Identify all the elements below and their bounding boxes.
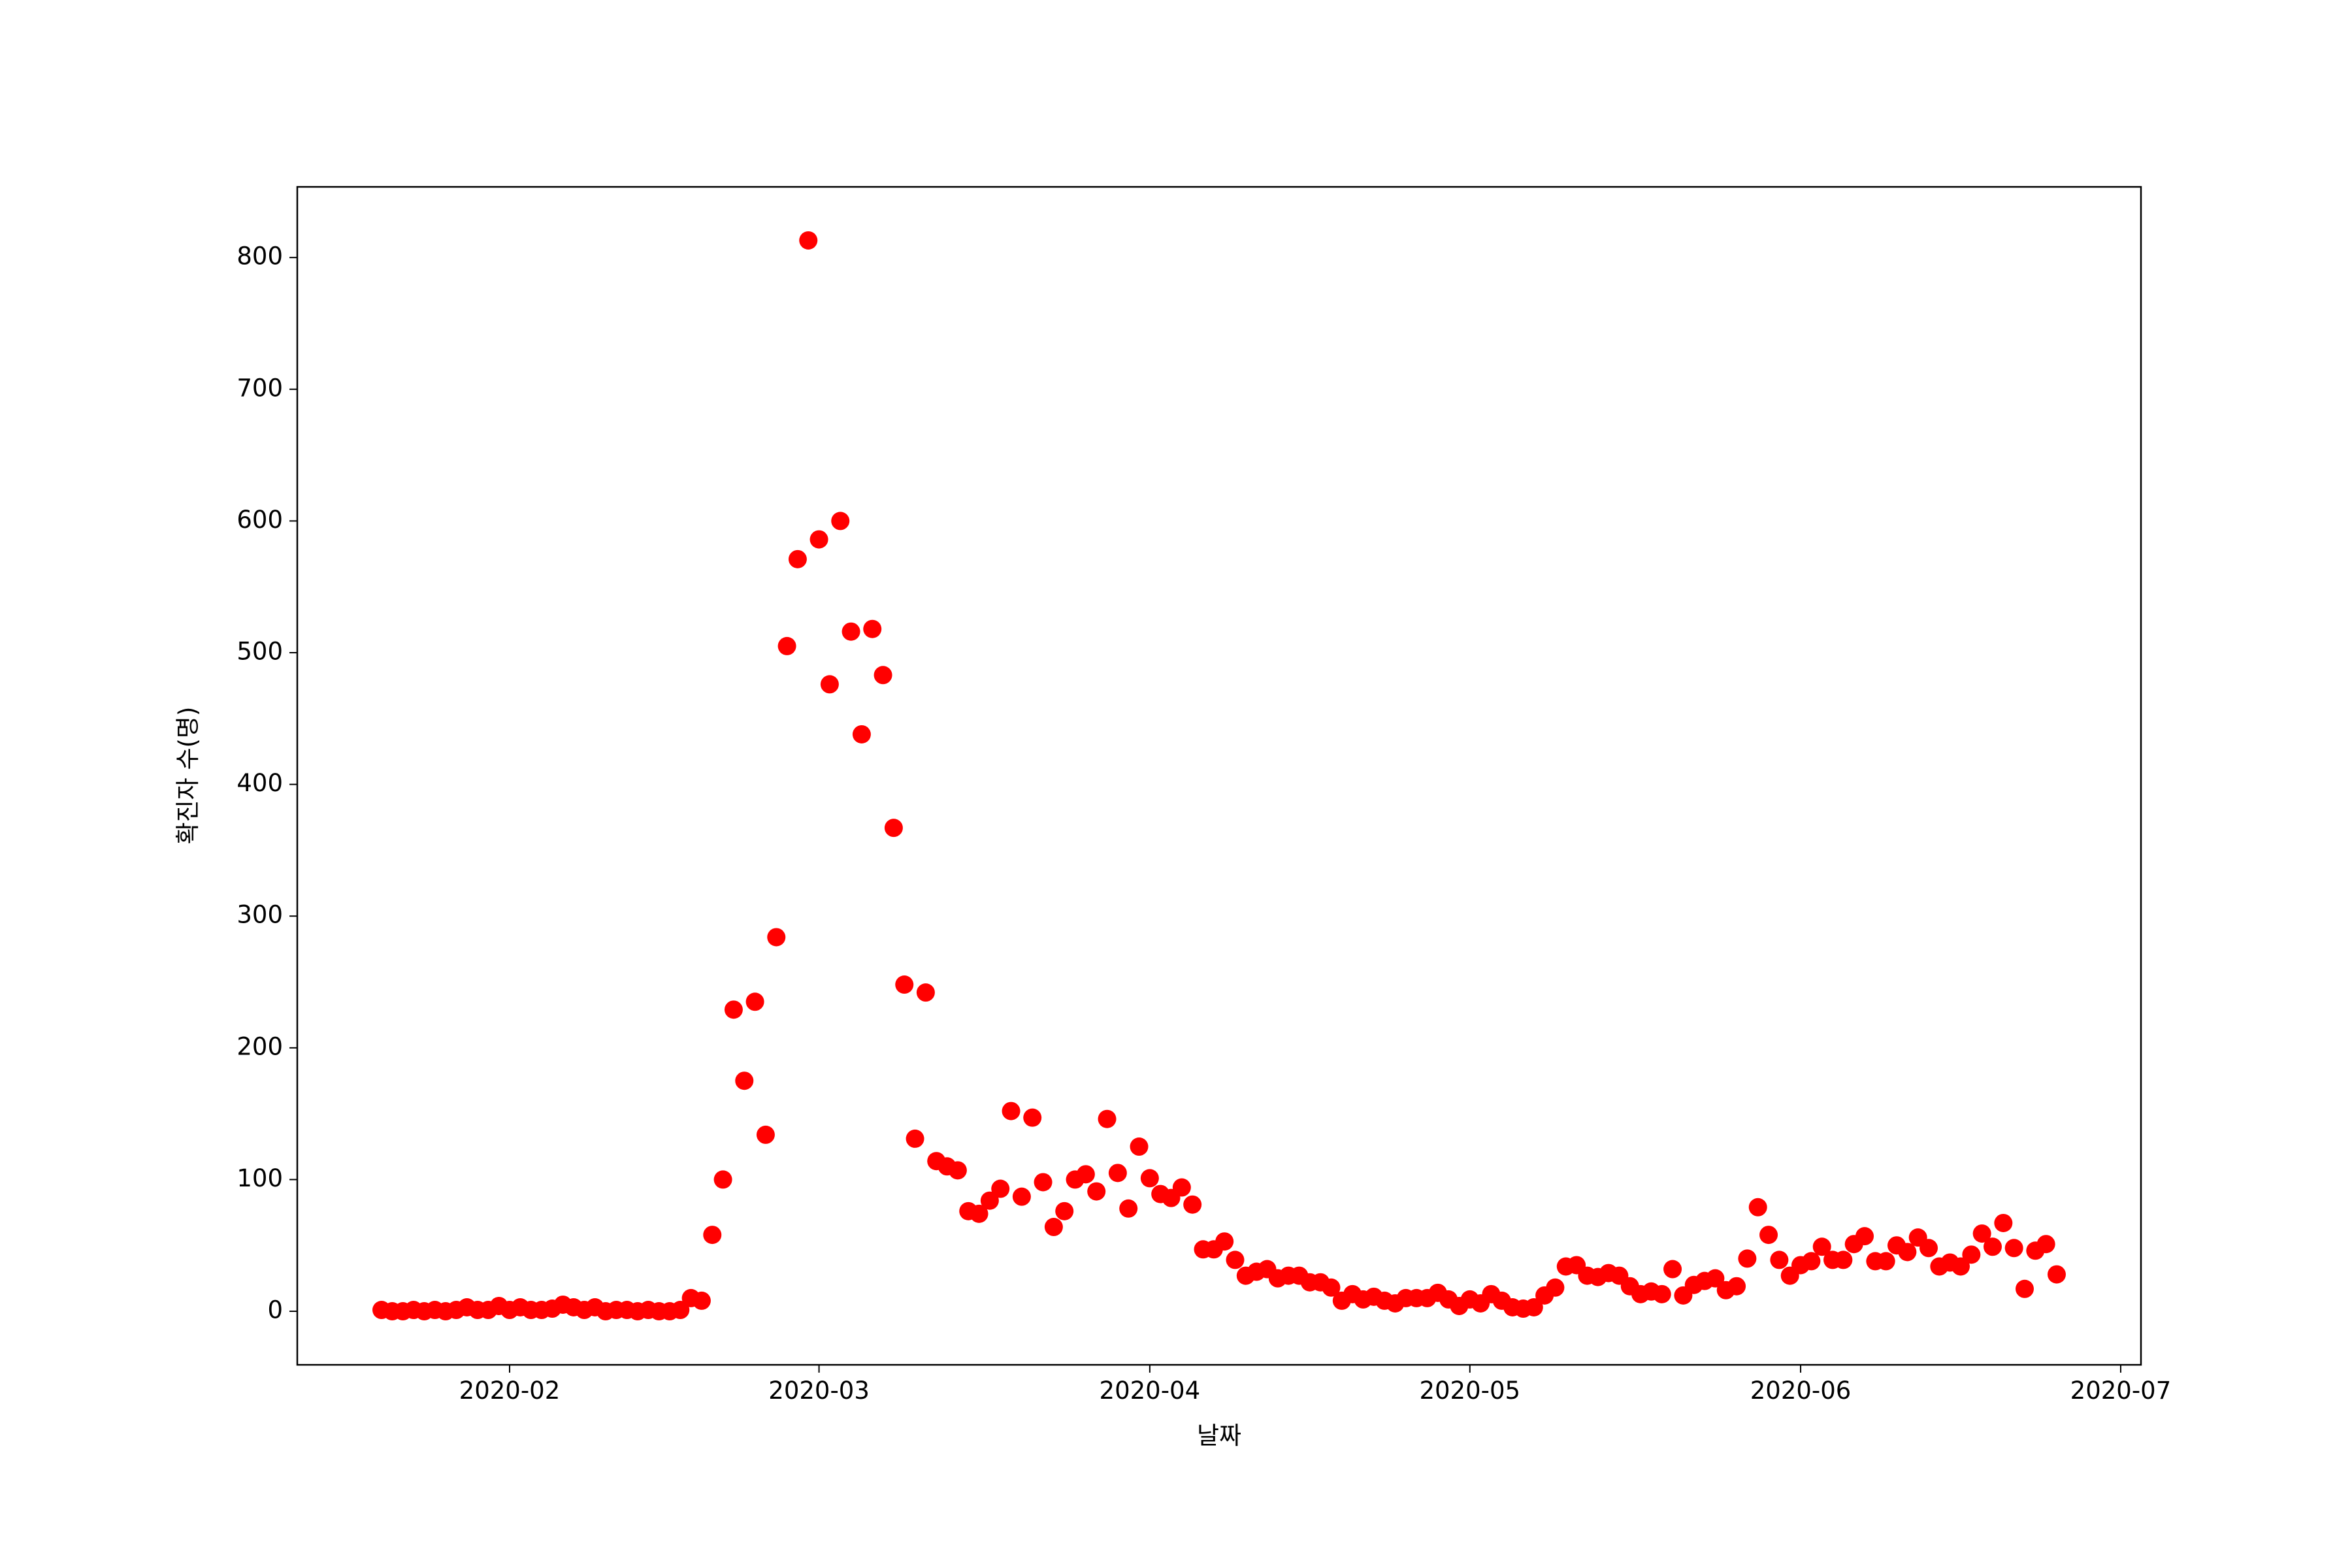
point — [1663, 1260, 1682, 1279]
point — [1994, 1213, 2013, 1232]
plot-frame — [296, 186, 2142, 1366]
point — [1108, 1164, 1127, 1183]
y-tick-label: 600 — [237, 506, 283, 534]
point — [735, 1071, 754, 1090]
point — [703, 1226, 722, 1245]
point — [1546, 1278, 1565, 1297]
x-tick-label: 2020-02 — [459, 1377, 561, 1405]
point — [745, 992, 764, 1011]
point — [1172, 1178, 1191, 1197]
point — [1983, 1237, 2002, 1256]
x-axis-label: 날짜 — [1197, 1422, 1241, 1450]
point — [874, 666, 892, 685]
point — [906, 1129, 924, 1148]
point — [2047, 1265, 2066, 1284]
point — [1919, 1239, 1938, 1258]
y-tick-label: 800 — [237, 242, 283, 270]
point — [1748, 1198, 1767, 1217]
point — [1962, 1245, 1981, 1264]
point — [767, 928, 786, 947]
point — [1044, 1218, 1063, 1237]
point — [1652, 1284, 1671, 1303]
point — [713, 1170, 732, 1189]
point — [1055, 1201, 1074, 1220]
point — [1952, 1257, 1970, 1276]
y-tick-label: 200 — [237, 1032, 283, 1060]
point — [1770, 1250, 1789, 1269]
point — [1322, 1278, 1341, 1297]
point — [841, 622, 860, 641]
point — [852, 725, 871, 743]
point — [809, 530, 828, 549]
point — [1802, 1252, 1821, 1271]
y-tick-label: 300 — [237, 901, 283, 929]
point — [1012, 1187, 1031, 1206]
point — [1876, 1252, 1895, 1271]
point — [1076, 1165, 1095, 1184]
x-tick-label: 2020-04 — [1100, 1377, 1201, 1405]
y-axis-label: 확진자 수(명) — [174, 707, 202, 845]
point — [1898, 1243, 1917, 1262]
point — [671, 1301, 690, 1320]
point — [1972, 1224, 1991, 1243]
point — [1215, 1232, 1234, 1251]
point — [1098, 1109, 1117, 1128]
point — [1087, 1182, 1106, 1201]
point — [1119, 1199, 1138, 1218]
point — [2004, 1239, 2023, 1258]
point — [1130, 1137, 1149, 1156]
point — [1727, 1277, 1746, 1296]
point — [970, 1204, 988, 1223]
point — [799, 231, 818, 250]
point — [756, 1125, 775, 1144]
point — [863, 619, 882, 638]
point — [1738, 1249, 1757, 1268]
point — [1706, 1269, 1725, 1288]
y-tick-label: 700 — [237, 374, 283, 402]
point — [820, 675, 839, 694]
point — [884, 819, 903, 838]
point — [1226, 1250, 1245, 1269]
x-tick-label: 2020-03 — [768, 1377, 870, 1405]
point — [1855, 1227, 1874, 1246]
x-tick-label: 2020-06 — [1750, 1377, 1852, 1405]
point — [1524, 1298, 1543, 1316]
point — [948, 1161, 967, 1180]
y-tick-label: 400 — [237, 769, 283, 797]
point — [724, 1000, 743, 1019]
point — [1023, 1108, 1042, 1127]
point — [777, 636, 796, 655]
point — [1834, 1250, 1853, 1269]
point — [1759, 1226, 1778, 1245]
y-tick-label: 100 — [237, 1164, 283, 1192]
point — [980, 1191, 999, 1210]
point — [1034, 1173, 1053, 1192]
point — [1183, 1195, 1202, 1214]
x-tick-label: 2020-07 — [2070, 1377, 2172, 1405]
point — [2015, 1279, 2034, 1298]
x-tick-label: 2020-05 — [1419, 1377, 1520, 1405]
point — [1002, 1102, 1021, 1120]
point — [831, 512, 850, 531]
point — [991, 1179, 1010, 1198]
point — [788, 549, 807, 568]
y-tick-label: 500 — [237, 637, 283, 665]
point — [2036, 1235, 2055, 1254]
point — [1812, 1237, 1831, 1256]
point — [895, 975, 914, 994]
point — [1140, 1169, 1159, 1188]
point — [916, 983, 935, 1002]
point — [692, 1291, 711, 1310]
y-tick-label: 0 — [267, 1296, 283, 1324]
